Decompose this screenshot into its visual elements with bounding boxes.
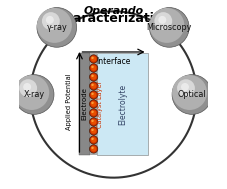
Circle shape xyxy=(14,75,49,110)
Circle shape xyxy=(154,12,172,30)
Circle shape xyxy=(91,119,96,125)
Circle shape xyxy=(91,128,96,134)
Circle shape xyxy=(91,146,94,149)
Circle shape xyxy=(89,145,98,153)
Circle shape xyxy=(42,12,60,30)
Circle shape xyxy=(91,57,94,59)
Circle shape xyxy=(89,91,98,99)
Circle shape xyxy=(172,75,212,114)
Circle shape xyxy=(91,92,96,98)
Circle shape xyxy=(91,66,94,68)
Circle shape xyxy=(172,75,207,110)
Circle shape xyxy=(91,83,96,89)
Text: Interface: Interface xyxy=(96,57,131,66)
Circle shape xyxy=(91,65,96,71)
Circle shape xyxy=(91,93,94,95)
Circle shape xyxy=(91,101,96,107)
Circle shape xyxy=(91,110,96,116)
Circle shape xyxy=(91,56,96,62)
Circle shape xyxy=(91,74,96,80)
Circle shape xyxy=(91,146,96,152)
Circle shape xyxy=(37,8,77,47)
Bar xyxy=(79,53,90,155)
Circle shape xyxy=(89,100,98,108)
Circle shape xyxy=(181,83,189,91)
Circle shape xyxy=(91,119,94,122)
Circle shape xyxy=(91,111,94,113)
Circle shape xyxy=(14,75,54,114)
Circle shape xyxy=(19,79,37,97)
Text: Applied Potential: Applied Potential xyxy=(66,74,72,130)
Circle shape xyxy=(91,101,94,104)
Circle shape xyxy=(158,16,166,24)
Circle shape xyxy=(89,64,98,72)
Circle shape xyxy=(91,137,96,143)
Circle shape xyxy=(89,127,98,135)
Circle shape xyxy=(89,136,98,144)
Text: Electrode: Electrode xyxy=(82,88,88,120)
Bar xyxy=(90,53,97,155)
Circle shape xyxy=(149,8,189,47)
Text: Characterization: Characterization xyxy=(55,12,172,25)
Circle shape xyxy=(89,109,98,117)
Circle shape xyxy=(91,74,94,77)
Text: Operando: Operando xyxy=(84,6,143,16)
Circle shape xyxy=(91,129,94,131)
Circle shape xyxy=(89,55,98,63)
Text: Catalyst Layer: Catalyst Layer xyxy=(97,80,103,128)
Text: X-ray: X-ray xyxy=(24,90,45,99)
Circle shape xyxy=(89,73,98,81)
Circle shape xyxy=(91,84,94,86)
Text: Electrolyte: Electrolyte xyxy=(118,83,127,125)
Circle shape xyxy=(23,83,31,91)
Text: Optical: Optical xyxy=(178,90,206,99)
Circle shape xyxy=(46,16,54,24)
Text: Microscopy: Microscopy xyxy=(147,23,192,32)
Circle shape xyxy=(177,79,195,97)
Text: γ-ray: γ-ray xyxy=(47,23,67,32)
Bar xyxy=(97,53,148,155)
Circle shape xyxy=(89,82,98,90)
Circle shape xyxy=(37,8,72,43)
Circle shape xyxy=(91,138,94,140)
Circle shape xyxy=(89,118,98,126)
Circle shape xyxy=(149,8,184,43)
